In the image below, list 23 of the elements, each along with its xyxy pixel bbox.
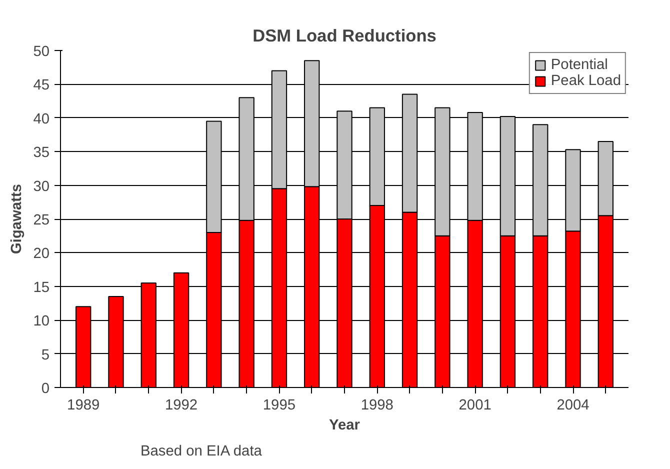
text: Based on EIA data [140,444,263,460]
y-tick-label: 20 [33,246,50,262]
y-tick-label: 30 [33,178,50,195]
y-tick-label: 5 [41,347,50,364]
y-tick-label: 10 [33,314,50,330]
y-tick-label: 15 [33,280,50,296]
y-tick-label: 40 [33,111,50,128]
y-tick-label: 35 [33,145,50,162]
x-tick-label: 1995 [262,398,296,414]
y-tick-label: 50 [33,44,50,60]
x-tick-label: 1998 [360,398,394,414]
legend-label: Potential [550,57,608,73]
y-tick-label: 0 [41,381,50,397]
y-tick-label: 45 [33,78,50,94]
chart-title: DSM Load Reductions [252,26,436,46]
x-tick-label: 2001 [458,398,492,414]
legend-label: Peak Load [550,73,621,89]
x-tick-label: 1992 [164,398,198,414]
x-axis-title: Year [329,418,360,434]
y-tick-label: 25 [33,212,50,228]
x-tick-label: 2004 [556,398,590,414]
x-tick-label: 1989 [67,398,100,414]
y-axis-title: Gigawatts [9,184,26,254]
